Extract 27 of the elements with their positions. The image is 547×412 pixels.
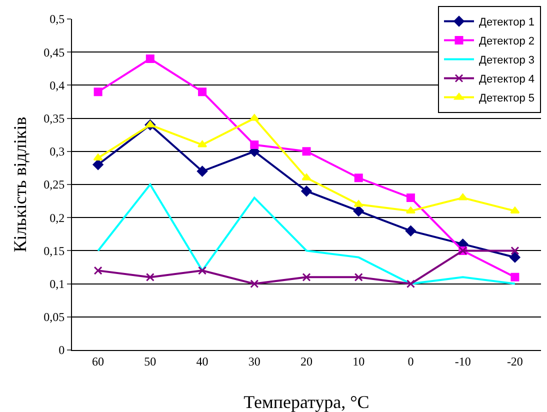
y-tick-label: 0,45 bbox=[44, 45, 65, 60]
y-tick-label: 0,5 bbox=[50, 12, 65, 26]
x-tick-label: 30 bbox=[248, 354, 260, 368]
x-tick-label: 20 bbox=[300, 354, 312, 368]
x-tick-label: -10 bbox=[454, 354, 471, 368]
x-tick-label: 10 bbox=[352, 354, 365, 368]
legend-label: Детектор 1 bbox=[479, 16, 534, 29]
y-tick-label: 0,15 bbox=[44, 244, 65, 258]
y-tick-label: 0,3 bbox=[50, 144, 65, 159]
x-axis-title: Температура, °С bbox=[244, 392, 370, 412]
x-tick-label: 60 bbox=[92, 354, 104, 368]
y-tick-label: 0,35 bbox=[44, 112, 65, 126]
legend-label: Детектор 2 bbox=[479, 36, 534, 48]
legend-label: Детектор 4 bbox=[479, 74, 534, 86]
y-tick-label: 0,2 bbox=[50, 210, 65, 225]
x-tick-label: 40 bbox=[196, 354, 208, 368]
legend-label: Детектор 3 bbox=[479, 54, 534, 67]
legend-label: Детектор 5 bbox=[479, 92, 534, 105]
y-tick-label: 0,25 bbox=[44, 178, 65, 192]
y-tick-label: 0,1 bbox=[50, 277, 65, 291]
y-tick-label: 0,05 bbox=[44, 310, 65, 324]
x-tick-label: 50 bbox=[144, 354, 156, 368]
x-tick-label: 0 bbox=[408, 354, 414, 368]
y-tick-label: 0 bbox=[58, 343, 65, 358]
x-tick-label: -20 bbox=[506, 354, 523, 368]
y-axis-title: Кількість відліків bbox=[10, 116, 30, 252]
y-tick-label: 0,4 bbox=[50, 78, 65, 92]
